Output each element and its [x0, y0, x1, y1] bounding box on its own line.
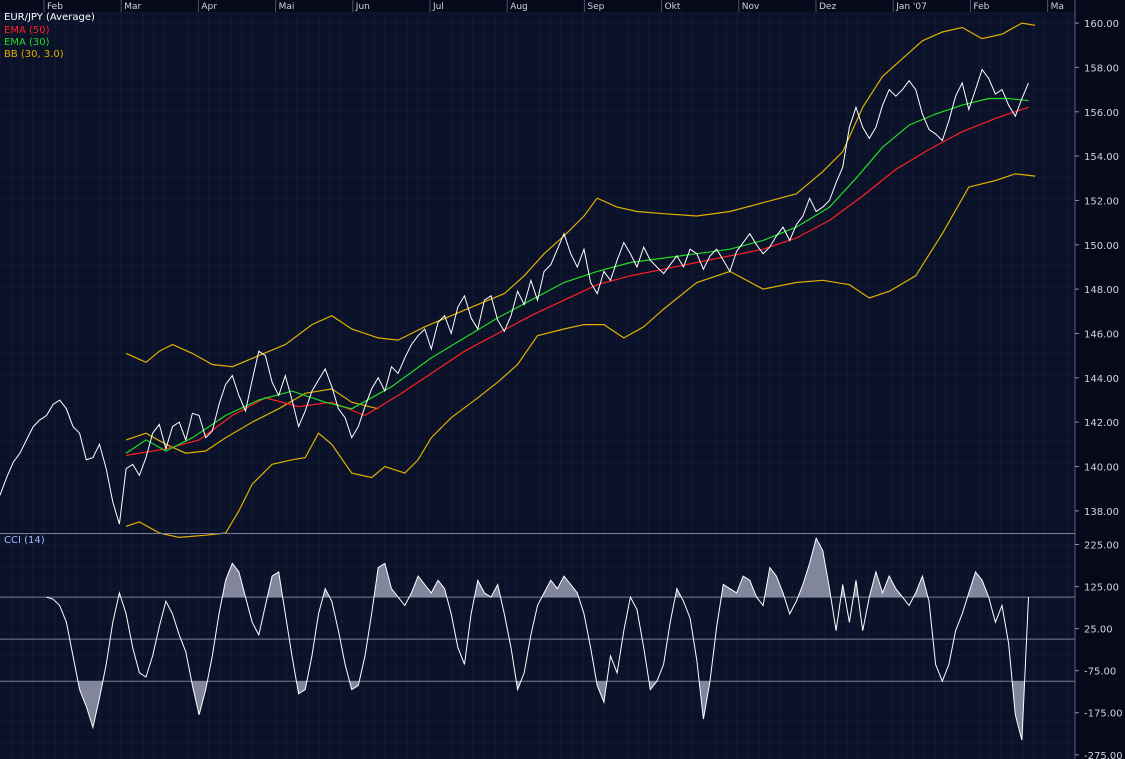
- bb-lower-line: [125, 173, 1036, 539]
- cci-overbought-fill: [222, 563, 246, 598]
- month-label: Jan '07: [895, 2, 927, 12]
- month-label: Feb: [973, 2, 989, 12]
- bb-middle-line: [125, 388, 379, 454]
- legend-cci: CCI (14): [4, 535, 45, 546]
- cci-oversold-fill: [78, 681, 103, 728]
- cci-overbought-fill: [853, 580, 859, 598]
- cci-tick-label: -275.00: [1084, 751, 1123, 759]
- cci-oversold-fill: [349, 681, 360, 690]
- price-line: [0, 68, 1029, 525]
- ema50-line: [126, 106, 1029, 456]
- month-label: Sep: [587, 2, 604, 12]
- price-tick-label: 156.00: [1084, 108, 1119, 119]
- bb-upper-line: [125, 22, 1036, 368]
- legend-layer: EUR/JPY (Average) EMA (50) EMA (30) BB (…: [4, 12, 95, 546]
- month-axis-band: [0, 0, 1075, 12]
- cci-oversold-fill: [699, 681, 710, 719]
- month-label: Mar: [124, 2, 141, 12]
- price-tick-label: 160.00: [1084, 19, 1119, 30]
- value-axis-panel: [1075, 0, 1125, 759]
- price-tick-label: 150.00: [1084, 241, 1119, 252]
- month-label: Aug: [510, 2, 528, 12]
- month-label: Apr: [201, 2, 217, 12]
- cci-oversold-fill: [296, 681, 307, 694]
- price-tick-label: 140.00: [1084, 462, 1119, 473]
- price-tick-label: 154.00: [1084, 152, 1119, 163]
- cci-oversold-fill: [1012, 681, 1025, 741]
- cci-overbought-fill: [967, 571, 989, 598]
- cci-overbought-fill: [374, 563, 399, 598]
- cci-plot: [0, 536, 1075, 741]
- price-tick-label: 142.00: [1084, 418, 1119, 429]
- cci-overbought-fill: [913, 576, 928, 598]
- cci-tick-label: -175.00: [1084, 709, 1123, 720]
- cci-tick-label: 25.00: [1084, 625, 1113, 636]
- cci-tick-label: -75.00: [1084, 667, 1116, 678]
- cci-overbought-fill: [322, 588, 330, 598]
- month-label: Dez: [819, 2, 836, 12]
- month-label: Mai: [279, 2, 295, 12]
- price-tick-label: 152.00: [1084, 196, 1119, 207]
- month-label: Jul: [432, 2, 444, 12]
- cci-tick-label: 225.00: [1084, 541, 1119, 552]
- month-label: Jun: [355, 2, 370, 12]
- legend-ema30: EMA (30): [4, 37, 50, 48]
- price-plot: [0, 22, 1036, 539]
- cci-overbought-fill: [409, 576, 447, 598]
- grid-layer: [0, 11, 1075, 759]
- month-label: Okt: [665, 2, 681, 12]
- month-label: Feb: [47, 2, 63, 12]
- legend-price: EUR/JPY (Average): [4, 12, 95, 23]
- price-tick-label: 148.00: [1084, 285, 1119, 296]
- ema30-line: [125, 97, 1029, 454]
- price-tick-label: 138.00: [1084, 507, 1119, 518]
- cci-overbought-fill: [267, 571, 283, 598]
- cci-line: [46, 536, 1029, 741]
- cci-tick-label: 125.00: [1084, 583, 1119, 594]
- price-tick-label: 144.00: [1084, 374, 1119, 385]
- price-tick-label: 146.00: [1084, 329, 1119, 340]
- legend-bb: BB (30, 3.0): [4, 49, 64, 60]
- cci-overbought-fill: [721, 576, 757, 598]
- month-label: Nov: [742, 2, 760, 12]
- cci-oversold-fill: [191, 681, 208, 715]
- month-label: Ma: [1051, 2, 1064, 12]
- legend-ema50: EMA (50): [4, 25, 50, 36]
- price-tick-label: 158.00: [1084, 63, 1119, 74]
- cci-overbought-fill: [764, 567, 785, 598]
- cci-overbought-fill: [474, 580, 491, 598]
- cci-overbought-fill: [798, 538, 831, 598]
